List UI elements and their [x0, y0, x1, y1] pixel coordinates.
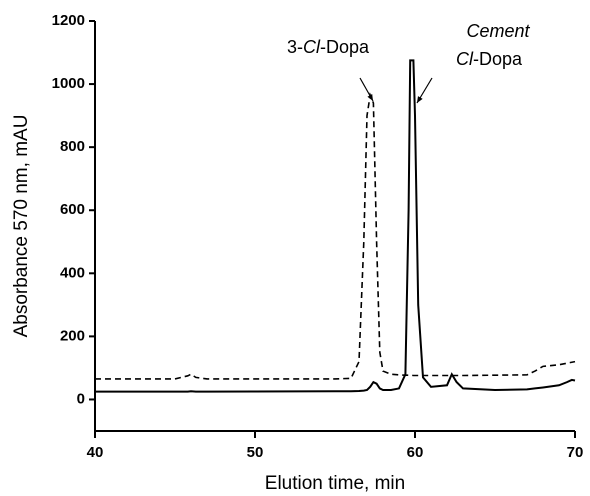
arrow-head: [417, 96, 423, 103]
x-tick-label: 40: [87, 444, 104, 461]
y-axis-title: Absorbance 570 nm, mAU: [11, 115, 32, 338]
y-tick-label: 0: [77, 390, 85, 407]
annotation-part: 3-: [287, 37, 303, 57]
x-axis-title: Elution time, min: [265, 473, 405, 494]
data-line: [95, 59, 576, 393]
y-tick-label: 200: [60, 327, 85, 344]
annotation: 3-Cl-Dopa: [287, 37, 370, 57]
annotation-part: -Dopa: [473, 49, 523, 69]
annotation: Cl-Dopa: [456, 49, 523, 69]
arrow-head: [367, 94, 373, 101]
y-tick-label: 600: [60, 201, 85, 218]
y-tick-label: 800: [60, 138, 85, 155]
data-line: [95, 92, 576, 380]
y-tick-label: 400: [60, 264, 85, 281]
y-tick-label: 1200: [52, 12, 85, 29]
annotation-part: -Dopa: [320, 37, 370, 57]
y-tick-label: 1000: [52, 75, 85, 92]
x-tick-label: 70: [567, 444, 584, 461]
x-tick-label: 60: [407, 444, 424, 461]
annotation: Cement: [466, 21, 530, 41]
annotation-part: Cl: [303, 37, 321, 57]
x-tick-label: 50: [247, 444, 264, 461]
annotation-part: Cl: [456, 49, 474, 69]
annotation-part: Cement: [466, 21, 530, 41]
